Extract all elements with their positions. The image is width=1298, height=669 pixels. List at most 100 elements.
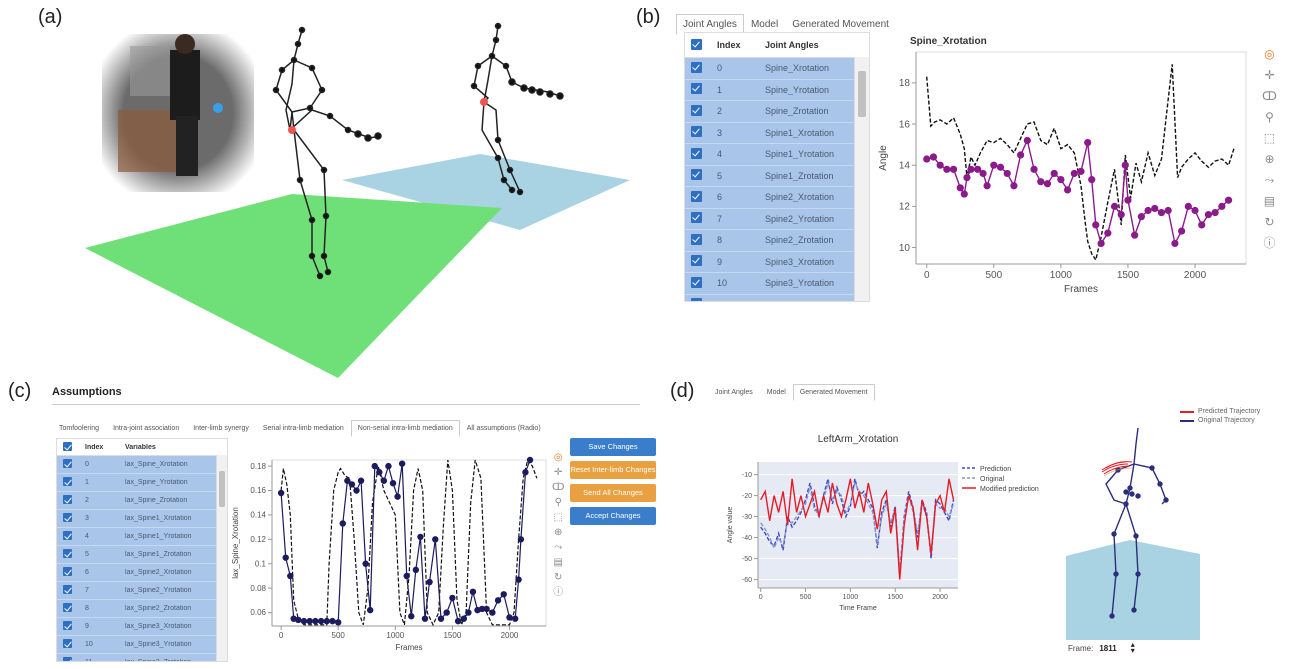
row-checkbox[interactable] — [57, 495, 79, 506]
table-row[interactable]: 11Spine3_Zrotation — [685, 294, 869, 301]
save-icon[interactable]: ▤ — [1263, 194, 1276, 208]
row-checkbox[interactable] — [685, 83, 711, 96]
table-row[interactable]: 2 lax_Spine_Zrotation — [57, 492, 227, 510]
column-header-joint-angles[interactable]: Joint Angles — [765, 40, 819, 50]
wheel-zoom-icon[interactable]: ⊕ — [1264, 152, 1275, 166]
table-row[interactable]: 3 lax_Spine1_Xrotation — [57, 510, 227, 528]
table-row[interactable]: 7 Spine2_Yrotation — [685, 208, 869, 230]
row-checkbox[interactable] — [685, 212, 711, 225]
table-row[interactable]: 4 Spine1_Yrotation — [685, 144, 869, 166]
row-name: Spine1_Zrotation — [765, 170, 834, 181]
table-row[interactable]: 6 Spine2_Xrotation — [685, 187, 869, 209]
table-row[interactable]: 8 Spine2_Zrotation — [685, 230, 869, 252]
row-name: Spine3_Yrotation — [765, 278, 835, 289]
table-row[interactable]: 10 lax_Spine3_Yrotation — [57, 636, 227, 654]
tab-model[interactable]: Model — [766, 389, 786, 396]
table-row[interactable]: 11lax_Spine3_Zrotation — [57, 654, 227, 661]
table-scrollbar[interactable] — [854, 57, 869, 301]
bokeh-logo-icon[interactable]: ◎ — [553, 452, 563, 463]
frame-stepper-icon[interactable]: ▴ ▾ — [1130, 640, 1135, 655]
x-tick-label: 1500 — [1117, 270, 1140, 281]
column-header-index[interactable]: Index — [85, 443, 104, 451]
column-header-index[interactable]: Index — [717, 40, 741, 50]
row-checkbox[interactable] — [57, 513, 79, 524]
tab-generated-movement[interactable]: Generated Movement — [792, 384, 875, 401]
table-row[interactable]: 9 Spine3_Xrotation — [685, 251, 869, 273]
row-checkbox[interactable] — [57, 549, 79, 560]
help-icon[interactable]: ⓘ — [1263, 236, 1276, 250]
table-row[interactable]: 8 lax_Spine2_Zrotation — [57, 600, 227, 618]
row-checkbox[interactable] — [685, 61, 711, 75]
point-draw-icon[interactable]: ⤳ — [554, 542, 563, 553]
row-checkbox[interactable] — [57, 585, 79, 596]
select-all-checkbox[interactable] — [57, 441, 79, 453]
column-header-variables[interactable]: Variables — [125, 443, 156, 451]
row-checkbox[interactable] — [685, 276, 711, 290]
action-button-0[interactable]: Save Changes — [570, 438, 656, 456]
row-checkbox[interactable] — [57, 621, 79, 632]
row-checkbox[interactable] — [685, 104, 711, 118]
action-button-2[interactable]: Send All Changes — [570, 484, 656, 502]
tab-assumption-5[interactable]: All assumptions (Radio) — [466, 425, 541, 432]
action-button-3[interactable]: Accept Changes — [570, 507, 656, 525]
tab-joint-angles[interactable]: Joint Angles — [715, 389, 753, 396]
lax-spine-xrotation-chart[interactable]: 0 500 1000 1500 2000 0.06 0.08 0.1 0.12 0.14 0.16 0… — [228, 446, 550, 664]
row-checkbox[interactable] — [685, 147, 711, 161]
pan-icon[interactable]: ✛ — [554, 467, 563, 478]
row-checkbox[interactable] — [57, 459, 79, 470]
table-row[interactable]: 10 Spine3_Yrotation — [685, 273, 869, 295]
table-row[interactable]: 6 lax_Spine2_Xrotation — [57, 564, 227, 582]
row-checkbox[interactable] — [685, 169, 711, 182]
row-checkbox[interactable] — [685, 298, 711, 301]
tab-generated-movement[interactable]: Generated Movement — [792, 19, 889, 30]
table-row[interactable]: 0 lax_Spine_Xrotation — [57, 456, 227, 474]
table-scrollbar[interactable] — [216, 455, 227, 661]
row-checkbox[interactable] — [57, 567, 79, 578]
tab-assumption-1[interactable]: Intra-joint association — [113, 425, 180, 432]
zoom-icon[interactable]: ⚲ — [554, 497, 562, 508]
table-row[interactable]: 1 Spine_Yrotation — [685, 79, 869, 101]
table-row[interactable]: 3 Spine1_Xrotation — [685, 122, 869, 144]
tab-assumption-4[interactable]: Non-serial intra-limb mediation — [350, 420, 460, 437]
frame-input[interactable]: 1811 — [1099, 643, 1117, 653]
tab-model[interactable]: Model — [750, 19, 779, 30]
table-row[interactable]: 0 Spine_Xrotation — [685, 58, 869, 80]
point-draw-icon[interactable]: ⤳ — [1264, 173, 1275, 187]
box-zoom-icon[interactable]: ⬚ — [553, 512, 563, 523]
lasso-icon[interactable]: ↀ — [1262, 89, 1277, 103]
spine-xrotation-chart[interactable]: 0 500 1000 1500 2000 10 12 14 16 18 Spine_Xrotatio… — [872, 30, 1254, 310]
table-row[interactable]: 5 Spine1_Zrotation — [685, 165, 869, 187]
table-row[interactable]: 2 Spine_Zrotation — [685, 101, 869, 123]
row-checkbox[interactable] — [57, 531, 79, 542]
row-checkbox[interactable] — [685, 190, 711, 204]
table-row[interactable]: 1 lax_Spine_Yrotation — [57, 474, 227, 492]
row-checkbox[interactable] — [57, 639, 79, 650]
table-row[interactable]: 7 lax_Spine2_Yrotation — [57, 582, 227, 600]
row-checkbox[interactable] — [57, 657, 79, 661]
table-row[interactable]: 9 lax_Spine3_Xrotation — [57, 618, 227, 636]
leftarm-xrotation-chart[interactable]: 0 500 1000 1500 2000 -10 -20 -30 -40 -50 -60 LeftAr… — [706, 420, 1066, 626]
select-all-checkbox[interactable] — [685, 38, 711, 52]
row-checkbox[interactable] — [685, 233, 711, 247]
tab-assumption-2[interactable]: Inter-limb synergy — [193, 425, 249, 432]
save-icon[interactable]: ▤ — [553, 557, 563, 568]
bokeh-logo-icon[interactable]: ◎ — [1264, 47, 1275, 61]
tab-assumption-3[interactable]: Serial intra-limb mediation — [262, 425, 344, 432]
row-checkbox[interactable] — [685, 255, 711, 268]
box-zoom-icon[interactable]: ⬚ — [1263, 131, 1276, 145]
pan-icon[interactable]: ✛ — [1264, 68, 1275, 82]
reset-icon[interactable]: ↻ — [554, 572, 563, 583]
table-row[interactable]: 4 lax_Spine1_Yrotation — [57, 528, 227, 546]
zoom-icon[interactable]: ⚲ — [1265, 110, 1274, 124]
tab-assumption-0[interactable]: Tomfoolering — [59, 425, 100, 432]
action-button-1[interactable]: Reset Inter-limb Changes — [570, 461, 656, 479]
table-row[interactable]: 5 lax_Spine1_Zrotation — [57, 546, 227, 564]
help-icon[interactable]: ⓘ — [553, 587, 564, 598]
lasso-icon[interactable]: ↀ — [552, 482, 565, 493]
wheel-zoom-icon[interactable]: ⊕ — [554, 527, 563, 538]
row-checkbox[interactable] — [57, 603, 79, 614]
y-tick-label: 12 — [899, 202, 911, 213]
row-checkbox[interactable] — [685, 126, 711, 139]
reset-icon[interactable]: ↻ — [1264, 215, 1275, 229]
row-checkbox[interactable] — [57, 477, 79, 488]
